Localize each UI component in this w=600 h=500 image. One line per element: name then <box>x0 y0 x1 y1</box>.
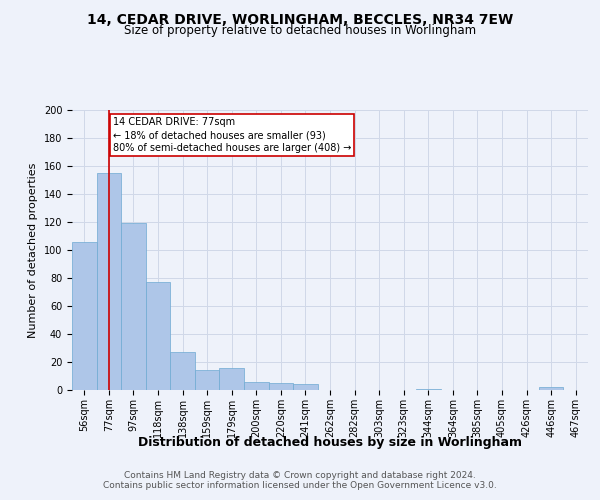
Bar <box>146 282 170 390</box>
Bar <box>170 352 195 390</box>
Bar <box>121 224 146 390</box>
Bar <box>293 384 318 390</box>
Text: 14, CEDAR DRIVE, WORLINGHAM, BECCLES, NR34 7EW: 14, CEDAR DRIVE, WORLINGHAM, BECCLES, NR… <box>87 12 513 26</box>
Bar <box>220 368 244 390</box>
Text: 14 CEDAR DRIVE: 77sqm
← 18% of detached houses are smaller (93)
80% of semi-deta: 14 CEDAR DRIVE: 77sqm ← 18% of detached … <box>113 117 351 154</box>
Text: Contains public sector information licensed under the Open Government Licence v3: Contains public sector information licen… <box>103 482 497 490</box>
Text: Contains HM Land Registry data © Crown copyright and database right 2024.: Contains HM Land Registry data © Crown c… <box>124 472 476 480</box>
Bar <box>539 387 563 390</box>
Bar <box>97 173 121 390</box>
Bar <box>195 370 220 390</box>
Bar <box>269 383 293 390</box>
Text: Size of property relative to detached houses in Worlingham: Size of property relative to detached ho… <box>124 24 476 37</box>
Text: Distribution of detached houses by size in Worlingham: Distribution of detached houses by size … <box>138 436 522 449</box>
Y-axis label: Number of detached properties: Number of detached properties <box>28 162 38 338</box>
Bar <box>72 242 97 390</box>
Bar <box>416 388 440 390</box>
Bar <box>244 382 269 390</box>
